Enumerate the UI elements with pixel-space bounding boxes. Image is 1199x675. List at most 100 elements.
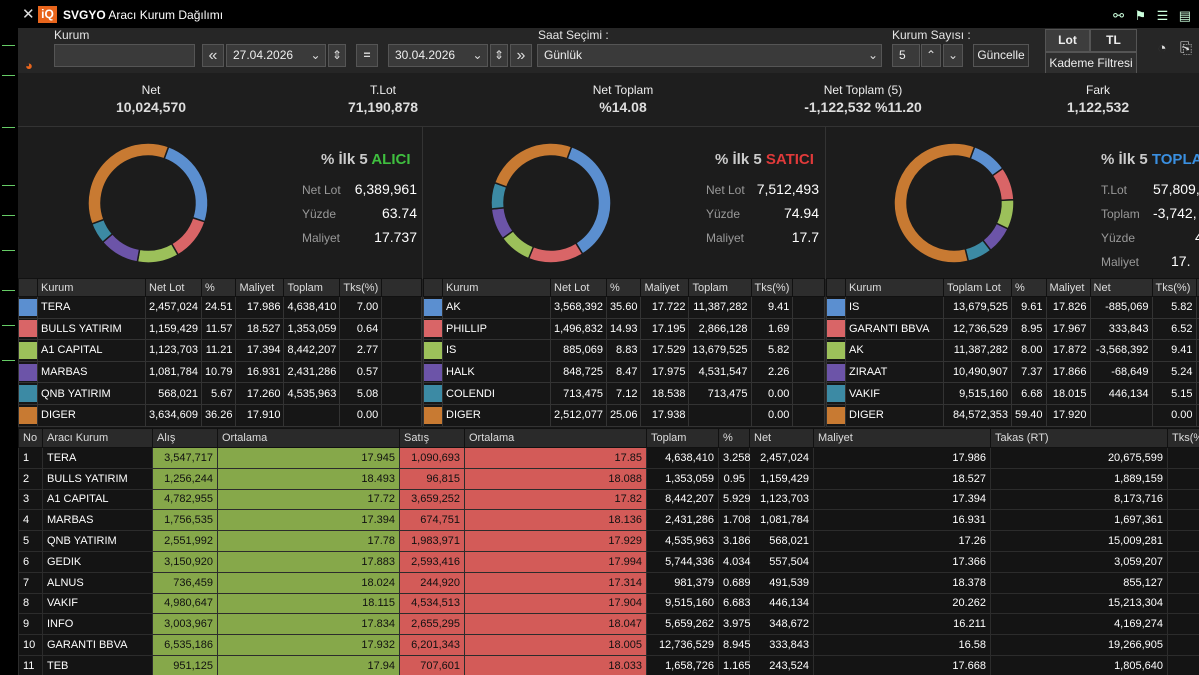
table-cell: IS xyxy=(845,296,944,319)
prev-date-button[interactable]: « xyxy=(202,44,224,67)
table-cell: 17.945 xyxy=(217,447,400,469)
window-list-icon[interactable]: ▤ xyxy=(1178,8,1191,23)
column-header[interactable]: Takas (RT) xyxy=(990,428,1168,448)
tl-toggle[interactable]: TL xyxy=(1090,29,1137,52)
date-to-input[interactable]: 30.04.2026 xyxy=(388,44,488,67)
date-from-stepper[interactable]: ⇕ xyxy=(328,44,346,67)
table-row[interactable]: 7 ALNUS 736,459 18.024 244,920 17.314 981,379 0… xyxy=(18,571,1199,594)
color-swatch xyxy=(826,360,846,384)
date-from-input[interactable]: 27.04.2026 xyxy=(226,44,326,67)
table-row[interactable]: HALK 848,725 8.47 17.975 4,531,547 2.26 xyxy=(423,360,825,384)
save-icon[interactable]: ⎘ xyxy=(1179,40,1192,57)
list-settings-icon[interactable]: ☰ xyxy=(1156,8,1169,23)
header-cell[interactable]: Tks(%) xyxy=(1151,278,1197,297)
header-cell[interactable]: Toplam xyxy=(688,278,752,297)
column-header[interactable]: Satış xyxy=(399,428,465,448)
table-cell: 17.82 xyxy=(464,488,647,511)
column-header[interactable]: % xyxy=(718,428,750,448)
guncelle-button[interactable]: Güncelle xyxy=(973,44,1029,67)
broker-data-table: No Aracı Kurum Alış Ortalama Satış Ortalama To… xyxy=(18,428,1199,675)
table-row[interactable]: GARANTI BBVA 12,736,529 8.95 17.967 333,843 6… xyxy=(826,317,1199,341)
lot-toggle[interactable]: Lot xyxy=(1045,29,1090,52)
chevron-down-icon[interactable]: ⌄ xyxy=(867,48,879,62)
header-cell[interactable]: Net xyxy=(1089,278,1153,297)
header-cell[interactable]: Maliyet xyxy=(235,278,285,297)
chevron-down-icon[interactable]: ⌄ xyxy=(310,48,321,62)
header-cell[interactable]: Kurum xyxy=(845,278,944,297)
column-header[interactable]: Tks(% xyxy=(1167,428,1199,448)
table-cell: 17.967 xyxy=(1045,317,1091,341)
table-cell: 1 xyxy=(18,447,43,469)
header-cell[interactable]: Tks(%) xyxy=(339,278,383,297)
table-cell: 5.929 xyxy=(718,488,751,511)
header-cell[interactable]: Kurum xyxy=(37,278,146,297)
column-header[interactable]: Alış xyxy=(152,428,218,448)
chevron-up-icon[interactable]: ⌃ xyxy=(921,44,941,67)
table-cell: 2,457,024 xyxy=(145,296,202,319)
column-header[interactable]: Toplam xyxy=(646,428,719,448)
share-icon[interactable]: ⚯ xyxy=(1113,8,1125,23)
table-row[interactable]: AK 3,568,392 35.60 17.722 11,387,282 9.41 xyxy=(423,296,825,319)
table-row[interactable]: BULLS YATIRIM 1,159,429 11.57 18.527 1,353,0… xyxy=(18,317,422,341)
table-row[interactable]: IS 885,069 8.83 17.529 13,679,525 5.82 xyxy=(423,339,825,362)
mini-table-satici: Kurum Net Lot% Maliyet Toplam Tks(%) AK 3,568,… xyxy=(423,278,825,428)
column-header[interactable]: Maliyet xyxy=(813,428,991,448)
column-header[interactable]: Aracı Kurum xyxy=(42,428,153,448)
table-cell: 244,920 xyxy=(399,571,465,594)
header-cell[interactable]: Tks(%) xyxy=(750,278,794,297)
kademe-filter-button[interactable]: Kademe Filtresi xyxy=(1045,52,1137,75)
chart-icon[interactable]: ◔ xyxy=(1157,40,1167,57)
header-cell[interactable]: Kurum xyxy=(442,278,551,297)
header-cell[interactable]: Maliyet xyxy=(1045,278,1091,297)
donut-slice xyxy=(170,216,206,256)
table-row[interactable]: MARBAS 1,081,784 10.79 16.931 2,431,286 0.57 xyxy=(18,360,422,384)
table-row[interactable]: 10 GARANTI BBVA 6,535,186 17.932 6,201,343 18… xyxy=(18,634,1199,656)
column-header[interactable]: Ortalama xyxy=(464,428,647,448)
header-cell[interactable]: Toplam xyxy=(283,278,341,297)
chevron-down-icon[interactable]: ⌄ xyxy=(472,48,483,62)
table-row[interactable]: AK 11,387,282 8.00 17.872 -3,568,392 9.41 xyxy=(826,339,1199,362)
table-row[interactable]: 5 QNB YATIRIM 2,551,992 17.78 1,983,971 17.92… xyxy=(18,530,1199,552)
next-date-button[interactable]: » xyxy=(510,44,532,67)
table-row[interactable]: 9 INFO 3,003,967 17.834 2,655,295 18.047 5,659… xyxy=(18,613,1199,636)
header-cell[interactable]: Toplam Lot xyxy=(943,278,1012,297)
table-row[interactable]: TERA 2,457,024 24.51 17.986 4,638,410 7.00 xyxy=(18,296,422,319)
table-row[interactable]: COLENDI 713,475 7.12 18.538 713,475 0.00 xyxy=(423,382,825,405)
table-row[interactable]: IS 13,679,525 9.61 17.826 -885,069 5.82 xyxy=(826,296,1199,319)
table-row[interactable]: 4 MARBAS 1,756,535 17.394 674,751 18.136 2,431… xyxy=(18,509,1199,532)
table-row[interactable]: 1 TERA 3,547,717 17.945 1,090,693 17.85 4,638,… xyxy=(18,447,1199,469)
table-row[interactable]: PHILLIP 1,496,832 14.93 17.195 2,866,128 1.69 xyxy=(423,317,825,341)
header-cell[interactable]: Maliyet xyxy=(640,278,690,297)
header-cell[interactable]: % xyxy=(1011,278,1047,297)
table-cell: 35.60 xyxy=(605,296,642,319)
header-cell[interactable]: % xyxy=(200,278,237,297)
table-row[interactable]: 8 VAKIF 4,980,647 18.115 4,534,513 17.904 9,51… xyxy=(18,592,1199,615)
flag-icon[interactable]: ⚑ xyxy=(1134,8,1147,23)
table-row[interactable]: DIGER 84,572,353 59.40 17.920 0.00 xyxy=(826,403,1199,427)
table-row[interactable]: A1 CAPITAL 1,123,703 11.21 17.394 8,442,207 2… xyxy=(18,339,422,362)
saat-select[interactable]: Günlük xyxy=(537,44,882,67)
header-cell[interactable]: % xyxy=(605,278,642,297)
table-row[interactable]: DIGER 2,512,077 25.06 17.938 0.00 xyxy=(423,403,825,427)
column-header[interactable]: Ortalama xyxy=(217,428,400,448)
pie-chart-icon[interactable]: ◕ xyxy=(25,58,33,73)
table-row[interactable]: 2 BULLS YATIRIM 1,256,244 18.493 96,815 18.08… xyxy=(18,467,1199,490)
table-row[interactable]: ZIRAAT 10,490,907 7.37 17.866 -68,649 5.24 xyxy=(826,360,1199,384)
table-row[interactable]: 6 GEDIK 3,150,920 17.883 2,593,416 17.994 5,74… xyxy=(18,550,1199,573)
column-header[interactable]: No xyxy=(18,428,43,448)
table-row[interactable]: 3 A1 CAPITAL 4,782,955 17.72 3,659,252 17.82 8… xyxy=(18,488,1199,511)
table-cell xyxy=(381,360,422,384)
table-row[interactable]: 11 TEB 951,125 17.94 707,601 18.033 1,658,726 1… xyxy=(18,654,1199,675)
kurum-input[interactable] xyxy=(54,44,195,67)
column-header[interactable]: Net xyxy=(749,428,814,448)
close-icon[interactable]: ✕ xyxy=(22,6,35,23)
table-row[interactable]: QNB YATIRIM 568,021 5.67 17.260 4,535,963 5.0… xyxy=(18,382,422,405)
chevron-down-icon[interactable]: ⌄ xyxy=(943,44,963,67)
equals-button[interactable]: = xyxy=(356,44,378,67)
kurum-sayisi-input[interactable]: 5 xyxy=(892,44,920,67)
table-row[interactable]: VAKIF 9,515,160 6.68 18.015 446,134 5.15 xyxy=(826,382,1199,405)
header-cell[interactable]: Net Lot xyxy=(145,278,202,297)
date-to-stepper[interactable]: ⇕ xyxy=(490,44,508,67)
table-row[interactable]: DIGER 3,634,609 36.26 17.910 0.00 xyxy=(18,403,422,427)
header-cell[interactable]: Net Lot xyxy=(550,278,607,297)
